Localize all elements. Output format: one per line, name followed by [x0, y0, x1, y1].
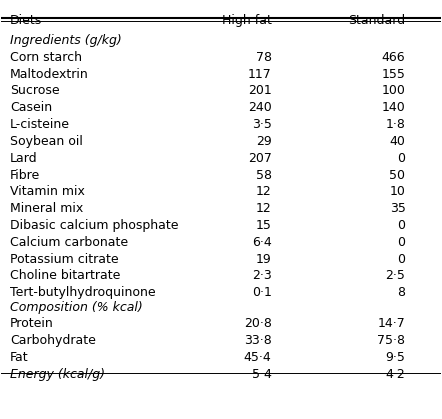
Text: Composition (% kcal): Composition (% kcal)	[10, 300, 143, 313]
Text: 29: 29	[256, 135, 271, 148]
Text: Maltodextrin: Maltodextrin	[10, 67, 89, 80]
Text: L-cisteine: L-cisteine	[10, 118, 70, 131]
Text: Choline bitartrate: Choline bitartrate	[10, 269, 121, 282]
Text: 201: 201	[248, 84, 271, 97]
Text: Diets: Diets	[10, 14, 42, 27]
Text: Potassium citrate: Potassium citrate	[10, 253, 119, 266]
Text: 117: 117	[248, 67, 271, 80]
Text: Protein: Protein	[10, 318, 54, 331]
Text: 1·8: 1·8	[385, 118, 405, 131]
Text: High fat: High fat	[221, 14, 271, 27]
Text: 8: 8	[397, 286, 405, 299]
Text: 0: 0	[397, 253, 405, 266]
Text: 40: 40	[389, 135, 405, 148]
Text: 45·4: 45·4	[244, 351, 271, 364]
Text: 0: 0	[397, 152, 405, 165]
Text: Energy (kcal/g): Energy (kcal/g)	[10, 368, 105, 381]
Text: 14·7: 14·7	[378, 318, 405, 331]
Text: 35: 35	[389, 202, 405, 215]
Text: 6·4: 6·4	[252, 236, 271, 249]
Text: 0·1: 0·1	[251, 286, 271, 299]
Text: 466: 466	[382, 51, 405, 64]
Text: 0: 0	[397, 219, 405, 232]
Text: 58: 58	[255, 168, 271, 181]
Text: 19: 19	[256, 253, 271, 266]
Text: 207: 207	[248, 152, 271, 165]
Text: 50: 50	[389, 168, 405, 181]
Text: 5·4: 5·4	[251, 368, 271, 381]
Text: 12: 12	[256, 202, 271, 215]
Text: 100: 100	[381, 84, 405, 97]
Text: 75·8: 75·8	[377, 334, 405, 347]
Text: Calcium carbonate: Calcium carbonate	[10, 236, 128, 249]
Text: Mineral mix: Mineral mix	[10, 202, 84, 215]
Text: Fat: Fat	[10, 351, 29, 364]
Text: Tert-butylhydroquinone: Tert-butylhydroquinone	[10, 286, 156, 299]
Text: Carbohydrate: Carbohydrate	[10, 334, 96, 347]
Text: 140: 140	[382, 101, 405, 114]
Text: 9·5: 9·5	[385, 351, 405, 364]
Text: 12: 12	[256, 185, 271, 198]
Text: 0: 0	[397, 236, 405, 249]
Text: 3·5: 3·5	[251, 118, 271, 131]
Text: Ingredients (g/kg): Ingredients (g/kg)	[10, 34, 122, 47]
Text: Casein: Casein	[10, 101, 52, 114]
Text: 240: 240	[248, 101, 271, 114]
Text: 78: 78	[255, 51, 271, 64]
Text: Dibasic calcium phosphate: Dibasic calcium phosphate	[10, 219, 179, 232]
Text: Vitamin mix: Vitamin mix	[10, 185, 85, 198]
Text: Corn starch: Corn starch	[10, 51, 82, 64]
Text: Sucrose: Sucrose	[10, 84, 60, 97]
Text: 20·8: 20·8	[244, 318, 271, 331]
Text: Lard: Lard	[10, 152, 38, 165]
Text: 4·2: 4·2	[386, 368, 405, 381]
Text: 155: 155	[381, 67, 405, 80]
Text: Fibre: Fibre	[10, 168, 40, 181]
Text: 15: 15	[255, 219, 271, 232]
Text: 10: 10	[389, 185, 405, 198]
Text: Standard: Standard	[348, 14, 405, 27]
Text: 2·5: 2·5	[385, 269, 405, 282]
Text: 2·3: 2·3	[252, 269, 271, 282]
Text: 33·8: 33·8	[244, 334, 271, 347]
Text: Soybean oil: Soybean oil	[10, 135, 83, 148]
